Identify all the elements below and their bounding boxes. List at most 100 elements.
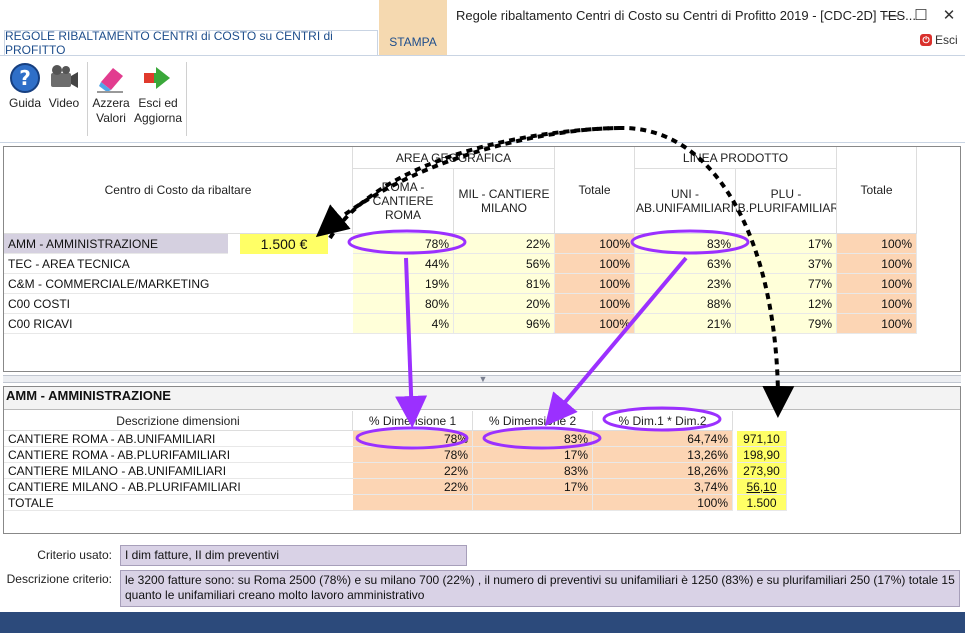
lower-cell-amount: 198,90 xyxy=(737,447,787,463)
title-bar xyxy=(0,0,965,30)
help-icon: ? xyxy=(9,62,41,94)
header-col: PLU - AB.PLURIFAMILIARI xyxy=(736,169,837,234)
header-col: MIL - CANTIERE MILANO xyxy=(454,169,555,234)
esci-button[interactable]: ⏻ Esci xyxy=(920,33,958,47)
upper-cell[interactable]: 100% xyxy=(837,294,917,314)
upper-cell[interactable]: 100% xyxy=(837,314,917,334)
header-linea-prodotto: LINEA PRODOTTO xyxy=(635,147,837,169)
lower-cell-product: 18,26% xyxy=(593,463,733,479)
toolbar-separator xyxy=(87,62,88,136)
upper-cell[interactable]: 12% xyxy=(736,294,837,314)
lower-header-dim2: % Dimensione 2 xyxy=(473,411,593,431)
upper-cell[interactable]: 21% xyxy=(635,314,736,334)
upper-row-label[interactable]: TEC - AREA TECNICA xyxy=(4,254,353,274)
lower-cell-dim2: 17% xyxy=(473,479,593,495)
lower-cell-dim2: 83% xyxy=(473,463,593,479)
guida-button[interactable]: ? Guida xyxy=(6,62,44,111)
lower-cell-dim2 xyxy=(473,495,593,511)
lower-cell-amount: 56,10 xyxy=(737,479,787,495)
lower-cell-dim1: 78% xyxy=(353,447,473,463)
upper-cell[interactable]: 80% xyxy=(353,294,454,314)
tab-regole-ribaltamento[interactable]: REGOLE RIBALTAMENTO CENTRI di COSTO su C… xyxy=(4,29,378,57)
upper-cell[interactable]: 56% xyxy=(454,254,555,274)
esci-aggiorna-label-1: Esci ed xyxy=(138,96,178,110)
azzera-valori-button[interactable]: Azzera Valori xyxy=(92,62,130,126)
descrizione-criterio-field[interactable]: le 3200 fatture sono: su Roma 2500 (78%)… xyxy=(120,570,960,607)
esci-aggiorna-label-2: Aggiorna xyxy=(133,111,183,125)
tab-stampa[interactable]: STAMPA xyxy=(379,0,447,55)
lower-grid: Descrizione dimensioni % Dimensione 1 % … xyxy=(3,386,961,534)
lower-row-label: CANTIERE ROMA - AB.PLURIFAMILIARI xyxy=(4,447,353,463)
lower-cell-dim1: 22% xyxy=(353,463,473,479)
header-col: Totale xyxy=(555,147,635,234)
upper-cell[interactable]: 81% xyxy=(454,274,555,294)
upper-cell[interactable]: 88% xyxy=(635,294,736,314)
upper-cell[interactable]: 37% xyxy=(736,254,837,274)
upper-cell[interactable]: 100% xyxy=(555,314,635,334)
upper-cell[interactable]: 83% xyxy=(635,234,736,254)
video-label: Video xyxy=(48,96,80,110)
amount-field[interactable]: 1.500 € xyxy=(240,234,328,254)
svg-text:?: ? xyxy=(19,66,31,90)
upper-cell[interactable]: 19% xyxy=(353,274,454,294)
header-col: UNI - AB.UNIFAMILIARI xyxy=(635,169,736,234)
upper-row-label[interactable]: C00 RICAVI xyxy=(4,314,353,334)
lower-cell-amount: 273,90 xyxy=(737,463,787,479)
close-button[interactable]: ✕ xyxy=(942,7,956,24)
descrizione-line-2: quanto le unifamiliari creano molto lavo… xyxy=(125,588,425,602)
lower-row-label: TOTALE xyxy=(4,495,353,511)
video-camera-icon xyxy=(48,62,80,94)
lower-row-label: CANTIERE ROMA - AB.UNIFAMILIARI xyxy=(4,431,353,447)
lower-cell-product: 13,26% xyxy=(593,447,733,463)
lower-cell-dim2: 83% xyxy=(473,431,593,447)
header-col: Totale xyxy=(837,147,917,234)
upper-cell[interactable]: 4% xyxy=(353,314,454,334)
upper-cell[interactable]: 78% xyxy=(353,234,454,254)
upper-cell[interactable]: 22% xyxy=(454,234,555,254)
maximize-button[interactable]: ☐ xyxy=(914,7,928,24)
azzera-label-1: Azzera xyxy=(92,96,130,110)
upper-row-label[interactable]: AMM - AMMINISTRAZIONE xyxy=(4,234,228,254)
chevron-down-icon: ▼ xyxy=(478,374,488,384)
splitter[interactable]: ▼ xyxy=(3,374,961,384)
lower-cell-dim1: 78% xyxy=(353,431,473,447)
upper-cell[interactable]: 100% xyxy=(837,254,917,274)
upper-cell[interactable]: 100% xyxy=(837,274,917,294)
status-bar xyxy=(0,612,965,633)
upper-cell[interactable]: 100% xyxy=(555,274,635,294)
upper-grid: Centro di Costo da ribaltare AREA GEOGRA… xyxy=(3,146,961,372)
minimize-button[interactable]: — xyxy=(883,6,899,24)
upper-cell[interactable]: 96% xyxy=(454,314,555,334)
criterio-usato-label: Criterio usato: xyxy=(37,548,112,562)
upper-row-label[interactable]: C&M - COMMERCIALE/MARKETING xyxy=(4,274,353,294)
lower-cell-dim1 xyxy=(353,495,473,511)
toolbar-separator xyxy=(186,62,187,136)
azzera-label-2: Valori xyxy=(96,111,126,125)
exit-icon: ⏻ xyxy=(920,34,932,46)
upper-cell[interactable]: 77% xyxy=(736,274,837,294)
eraser-icon xyxy=(95,62,127,94)
upper-cell[interactable]: 23% xyxy=(635,274,736,294)
upper-cell[interactable]: 100% xyxy=(555,294,635,314)
esci-label: Esci xyxy=(935,33,958,47)
upper-cell[interactable]: 100% xyxy=(837,234,917,254)
guida-label: Guida xyxy=(8,96,42,110)
criterio-usato-field[interactable]: I dim fatture, II dim preventivi xyxy=(120,545,467,566)
window-title: Regole ribaltamento Centri di Costo su C… xyxy=(456,8,917,23)
upper-row-label[interactable]: C00 COSTI xyxy=(4,294,353,314)
header-col: ROMA - CANTIERE ROMA xyxy=(353,169,454,234)
lower-header-dim1xdim2: % Dim.1 * Dim.2 xyxy=(593,411,733,431)
upper-cell[interactable]: 100% xyxy=(555,254,635,274)
lower-header-descrizione: Descrizione dimensioni xyxy=(4,411,353,431)
upper-cell[interactable]: 100% xyxy=(555,234,635,254)
upper-cell[interactable]: 20% xyxy=(454,294,555,314)
video-button[interactable]: Video xyxy=(46,62,82,111)
upper-cell[interactable]: 79% xyxy=(736,314,837,334)
esci-aggiorna-button[interactable]: Esci ed Aggiorna xyxy=(133,62,183,126)
upper-cell[interactable]: 63% xyxy=(635,254,736,274)
lower-cell-product: 100% xyxy=(593,495,733,511)
upper-cell[interactable]: 44% xyxy=(353,254,454,274)
lower-cell-dim2: 17% xyxy=(473,447,593,463)
descrizione-criterio-label: Descrizione criterio: xyxy=(6,572,112,586)
upper-cell[interactable]: 17% xyxy=(736,234,837,254)
